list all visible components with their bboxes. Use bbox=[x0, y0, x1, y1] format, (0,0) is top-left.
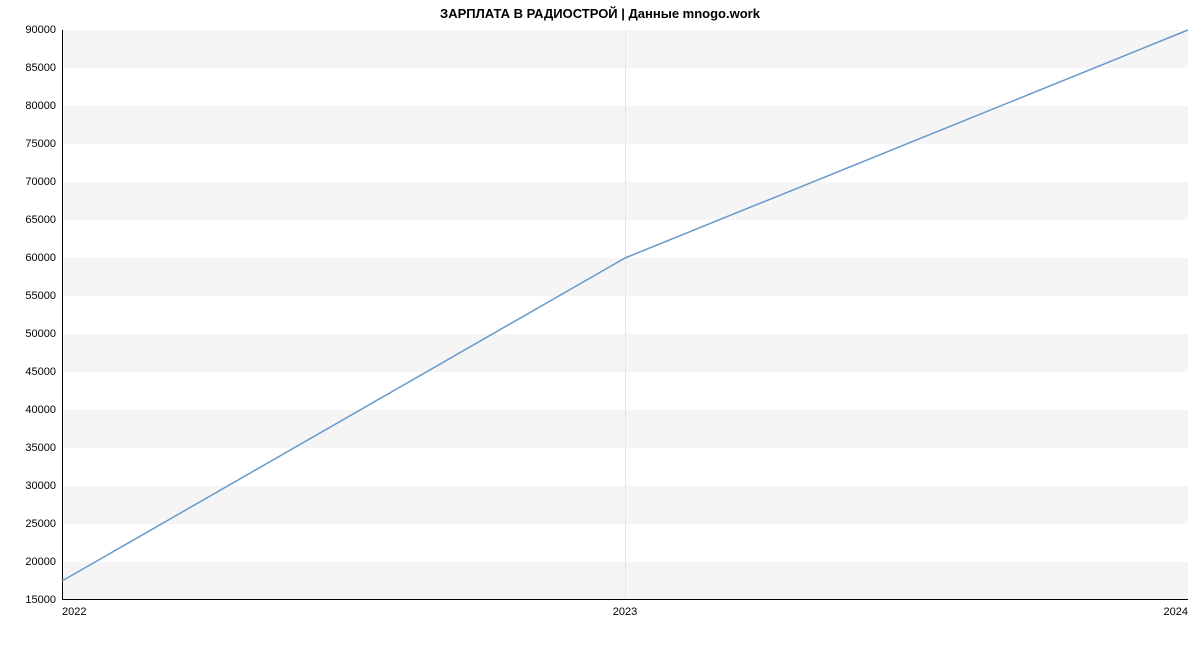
y-tick-label: 70000 bbox=[25, 176, 56, 188]
y-tick-label: 35000 bbox=[25, 442, 56, 454]
x-tick-label: 2023 bbox=[613, 606, 637, 618]
y-tick-label: 15000 bbox=[25, 594, 56, 606]
y-tick-label: 80000 bbox=[25, 100, 56, 112]
y-tick-label: 65000 bbox=[25, 214, 56, 226]
chart-title: ЗАРПЛАТА В РАДИОСТРОЙ | Данные mnogo.wor… bbox=[0, 6, 1200, 21]
y-tick-label: 45000 bbox=[25, 366, 56, 378]
chart-container: ЗАРПЛАТА В РАДИОСТРОЙ | Данные mnogo.wor… bbox=[0, 0, 1200, 650]
plot-area: 1500020000250003000035000400004500050000… bbox=[62, 30, 1188, 600]
y-tick-label: 75000 bbox=[25, 138, 56, 150]
y-tick-label: 55000 bbox=[25, 290, 56, 302]
y-tick-label: 30000 bbox=[25, 480, 56, 492]
y-tick-label: 40000 bbox=[25, 404, 56, 416]
y-tick-label: 50000 bbox=[25, 328, 56, 340]
x-tick-label: 2022 bbox=[62, 606, 86, 618]
line-series bbox=[62, 30, 1188, 600]
x-tick-label: 2024 bbox=[1164, 606, 1188, 618]
y-tick-label: 85000 bbox=[25, 62, 56, 74]
y-tick-label: 25000 bbox=[25, 518, 56, 530]
y-tick-label: 60000 bbox=[25, 252, 56, 264]
y-tick-label: 90000 bbox=[25, 24, 56, 36]
y-tick-label: 20000 bbox=[25, 556, 56, 568]
